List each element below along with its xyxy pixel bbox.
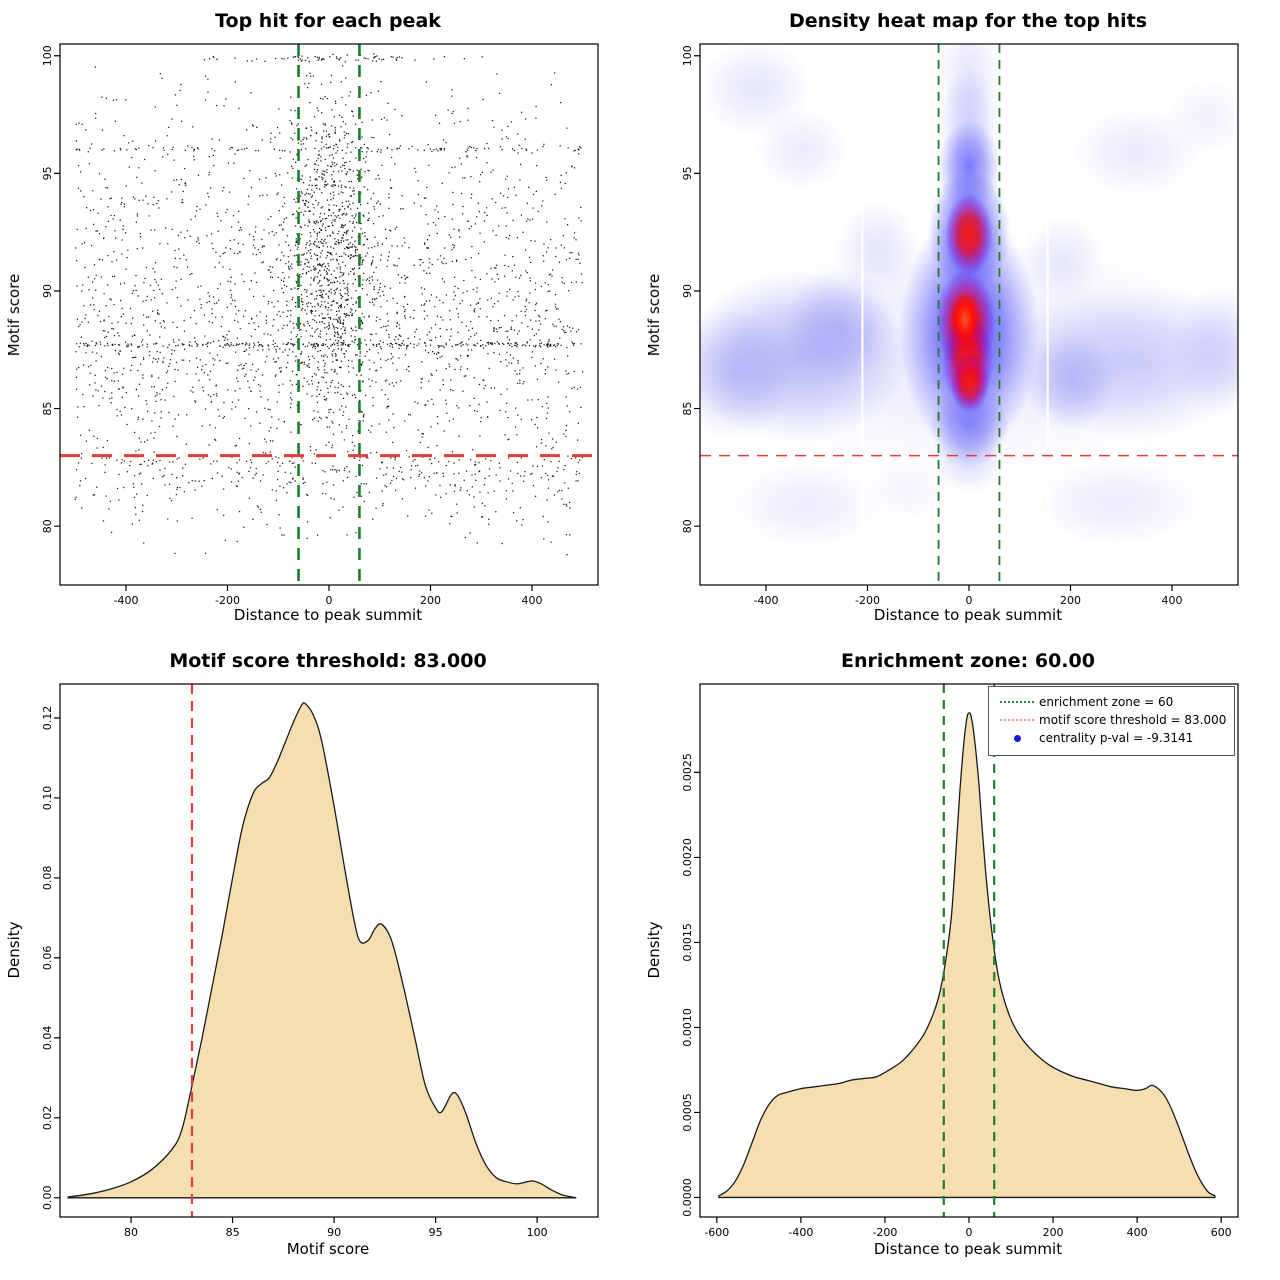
chart-title-score-density: Motif score threshold: 83.000	[169, 650, 487, 672]
chart-title-scatter: Top hit for each peak	[215, 10, 441, 32]
x-axis-label-score-density: Motif score	[286, 1240, 370, 1258]
x-axis-label-scatter: Distance to peak summit	[233, 606, 423, 624]
chart-title-heatmap: Density heat map for the top hits	[788, 10, 1148, 32]
x-axis-label-heatmap: Distance to peak summit	[873, 606, 1063, 624]
y-axis-label-scatter: Motif score	[5, 273, 23, 357]
legend-label: motif score threshold = 83.000	[1039, 713, 1227, 727]
panel-score-density: Motif score threshold: 83.000 Motif scor…	[0, 640, 640, 1280]
legend-item-enrichment-zone: enrichment zone = 60	[995, 693, 1228, 711]
plot-legend: enrichment zone = 60 motif score thresho…	[988, 686, 1235, 756]
panel-scatter-top-hits: Top hit for each peak Distance to peak s…	[0, 0, 640, 640]
y-axis-label-distance-density: Density	[645, 921, 663, 979]
legend-label: enrichment zone = 60	[1039, 695, 1174, 709]
panel-density-heatmap: Density heat map for the top hits Distan…	[640, 0, 1280, 640]
legend-item-score-threshold: motif score threshold = 83.000	[995, 711, 1228, 729]
x-axis-label-distance-density: Distance to peak summit	[873, 1240, 1063, 1258]
y-axis-label-heatmap: Motif score	[645, 273, 663, 357]
red-dotted-line-icon	[995, 719, 1039, 721]
score-density-canvas	[0, 640, 640, 1280]
heatmap-plot-canvas	[640, 0, 1280, 640]
panel-distance-density: Enrichment zone: 60.00 Distance to peak …	[640, 640, 1280, 1280]
chart-title-distance-density: Enrichment zone: 60.00	[841, 650, 1095, 672]
scatter-plot-canvas	[0, 0, 640, 640]
y-axis-label-score-density: Density	[5, 921, 23, 979]
legend-label: centrality p-val = -9.3141	[1039, 731, 1194, 745]
blue-dot-icon	[995, 734, 1039, 742]
green-dotted-line-icon	[995, 701, 1039, 703]
legend-item-centrality-pval: centrality p-val = -9.3141	[995, 729, 1228, 747]
